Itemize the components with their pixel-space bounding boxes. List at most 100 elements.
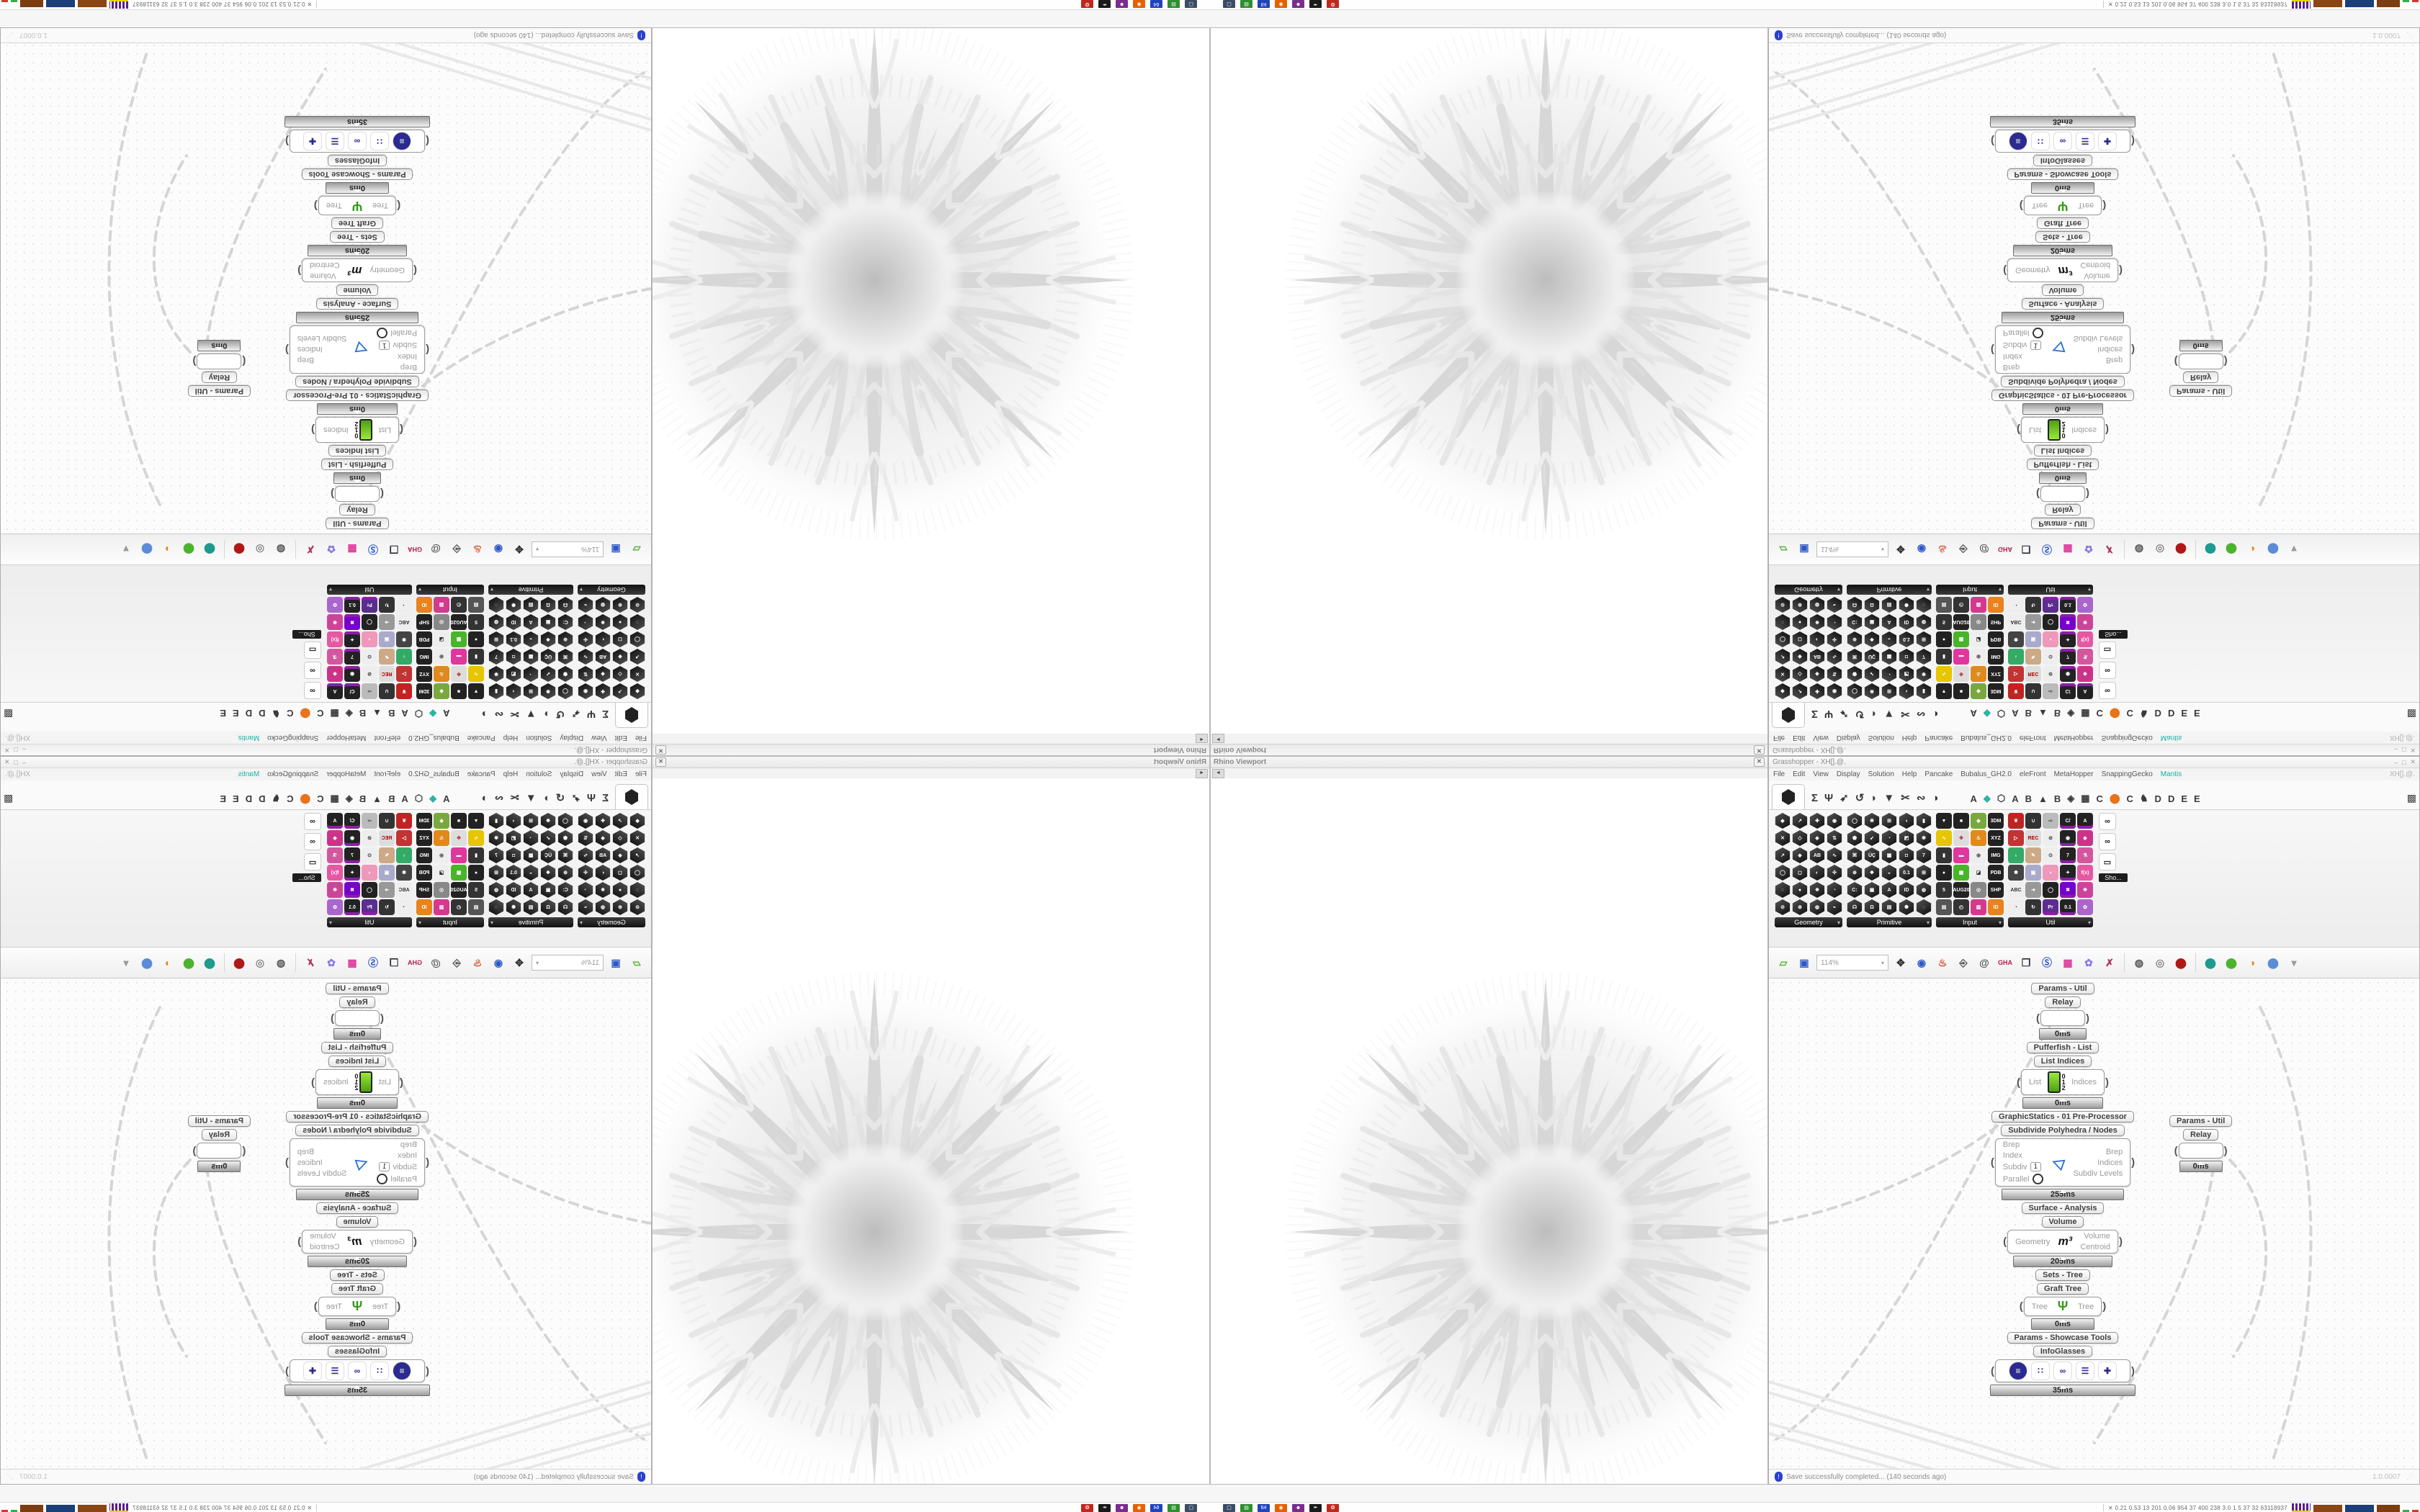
component-icon[interactable]: ◌: [629, 882, 645, 898]
component-icon[interactable]: ID: [416, 899, 432, 915]
component-icon[interactable]: ❖: [1864, 865, 1880, 881]
component-icon[interactable]: ▮: [468, 847, 484, 863]
input-port[interactable]: Parallel: [2003, 328, 2043, 338]
node-volume[interactable]: Geometry m³ Volume Centroid: [2003, 1230, 2123, 1254]
tab-category-icon[interactable]: ◗: [1870, 792, 1878, 804]
tab-plugin-icon[interactable]: ⬤: [2109, 708, 2120, 719]
component-icon[interactable]: ♨: [1971, 830, 1986, 846]
zoom-level-field[interactable]: 114% ▾: [532, 955, 604, 971]
component-icon[interactable]: ▼: [468, 813, 484, 829]
tab-category-icon[interactable]: ↺: [1855, 708, 1865, 720]
component-icon[interactable]: ▩: [1881, 649, 1897, 665]
minimize-icon[interactable]: –: [22, 746, 26, 754]
component-icon[interactable]: ↗: [612, 813, 628, 829]
component-icon[interactable]: ◍: [1916, 882, 1932, 898]
input-port[interactable]: Geometry: [370, 1238, 405, 1246]
component-icon[interactable]: ▮: [488, 683, 504, 699]
menu-item[interactable]: File: [1773, 770, 1785, 778]
palette-group-label[interactable]: Input: [1936, 585, 2004, 595]
viewport-dock-arrow-icon[interactable]: ◄: [1212, 768, 1224, 778]
component-icon[interactable]: ◯: [557, 683, 573, 699]
showcase-goggles-icon[interactable]: ∞: [2099, 813, 2116, 830]
component-icon[interactable]: ⇅: [1827, 666, 1842, 682]
component-icon[interactable]: ✺: [506, 899, 521, 915]
component-icon[interactable]: AB: [1809, 847, 1825, 863]
component-icon[interactable]: ÜÇ: [540, 649, 556, 665]
component-icon[interactable]: Pr: [2043, 899, 2058, 915]
menu-item[interactable]: Solution: [526, 770, 552, 778]
component-icon[interactable]: ◈: [327, 666, 343, 682]
showcase-goggles-icon[interactable]: ∞: [304, 662, 321, 679]
tab-plugin-icon[interactable]: ⬡: [1996, 708, 2006, 719]
component-icon[interactable]: ◐: [595, 631, 611, 647]
viewport-dock-arrow-icon[interactable]: ◄: [1196, 734, 1208, 744]
component-icon[interactable]: ✦: [344, 631, 360, 647]
window-preview-button[interactable]: ❐: [2021, 956, 2031, 968]
component-icon[interactable]: C:: [1847, 882, 1863, 898]
component-icon[interactable]: ◆: [1971, 683, 1986, 699]
component-icon[interactable]: SHP: [416, 614, 432, 630]
tab-plugin-icon[interactable]: ▦: [2081, 708, 2090, 719]
minimize-icon[interactable]: –: [2394, 746, 2398, 754]
input-port[interactable]: Brep: [377, 1140, 417, 1149]
component-icon[interactable]: ID: [1899, 614, 1914, 630]
component-icon[interactable]: ❖: [1864, 631, 1880, 647]
tab-plugin-icon[interactable]: A: [2012, 708, 2019, 719]
cylinder-red-button[interactable]: ⬤: [2175, 544, 2187, 556]
mask-app-icon[interactable]: ☻: [1116, 1503, 1128, 1512]
red-app-icon[interactable]: ❂: [1081, 0, 1093, 9]
menu-item[interactable]: Solution: [1868, 770, 1894, 778]
drive-app-icon[interactable]: ▤: [1168, 0, 1180, 9]
component-icon[interactable]: ⊕: [557, 865, 573, 881]
component-icon[interactable]: ✽: [2008, 631, 2024, 647]
component-icon[interactable]: ∿: [468, 666, 484, 682]
component-icon[interactable]: Ω: [540, 597, 556, 613]
component-icon[interactable]: ∿: [1936, 666, 1952, 682]
component-icon[interactable]: ✚: [595, 813, 611, 829]
output-port[interactable]: Centroid: [310, 1243, 340, 1251]
component-icon[interactable]: 5: [468, 614, 484, 630]
tab-plugin-icon[interactable]: A: [443, 708, 450, 719]
preview-flame-button[interactable]: ♨: [472, 956, 483, 968]
tab-plugin-icon[interactable]: ♞: [272, 793, 281, 804]
menu-item[interactable]: SnappingGecko: [2101, 770, 2153, 778]
resize-grip-icon[interactable]: ⋰: [2406, 31, 2414, 40]
component-icon[interactable]: ◴: [451, 899, 467, 915]
component-icon[interactable]: ⊞: [1916, 631, 1932, 647]
node-subdivide-polyhedra-nodes[interactable]: BrepIndexSubdiv1Parallel◁BrepIndicesSubd…: [1994, 325, 2131, 374]
infoglasses-icon[interactable]: ≡: [2009, 1362, 2027, 1380]
menu-item[interactable]: Display: [1836, 770, 1860, 778]
infoglasses-icon[interactable]: ∞: [348, 132, 367, 150]
palette-group-label[interactable]: Geometry: [1775, 917, 1842, 927]
output-port[interactable]: Volume: [2080, 1232, 2110, 1241]
port-value[interactable]: 1: [2030, 1162, 2042, 1171]
menu-item[interactable]: Mantis: [238, 734, 260, 742]
component-icon[interactable]: ✿: [327, 597, 343, 613]
input-port[interactable]: Tree: [2032, 1302, 2048, 1311]
tab-category-icon[interactable]: Σ: [601, 708, 609, 720]
component-icon[interactable]: ◔: [1827, 882, 1842, 898]
component-icon[interactable]: C:: [557, 882, 573, 898]
viewport-canvas[interactable]: [1211, 778, 1767, 1484]
component-icon[interactable]: ✺: [506, 597, 521, 613]
component-icon[interactable]: ◻: [1792, 865, 1808, 881]
cylinder-dark-button[interactable]: ◍: [2134, 544, 2144, 556]
component-icon[interactable]: XYZ: [1988, 666, 2004, 682]
tab-plugin-icon[interactable]: ♞: [2139, 793, 2148, 804]
component-icon[interactable]: ◍: [488, 614, 504, 630]
close-icon[interactable]: ✕: [4, 758, 10, 765]
input-port[interactable]: Geometry: [2015, 266, 2050, 275]
tab-plugin-icon[interactable]: ◆: [429, 793, 437, 804]
component-icon[interactable]: ▣: [2025, 631, 2041, 647]
component-icon[interactable]: ∿: [468, 830, 484, 846]
component-icon[interactable]: ▮: [1916, 813, 1932, 829]
sphere-orange-button[interactable]: ◑: [2249, 544, 2256, 555]
menu-item[interactable]: Solution: [1868, 734, 1894, 742]
tab-plugin-icon[interactable]: E: [2181, 793, 2187, 804]
tab-plugin-icon[interactable]: D: [245, 708, 253, 719]
component-icon[interactable]: ◻: [612, 631, 628, 647]
grasshopper-titlebar[interactable]: Grasshopper - XH[].@. – □ ✕: [1769, 757, 2419, 768]
component-icon[interactable]: ◉: [2060, 830, 2076, 846]
output-port[interactable]: Brep: [2074, 1148, 2123, 1156]
tab-plugin-icon[interactable]: C: [2096, 793, 2103, 804]
